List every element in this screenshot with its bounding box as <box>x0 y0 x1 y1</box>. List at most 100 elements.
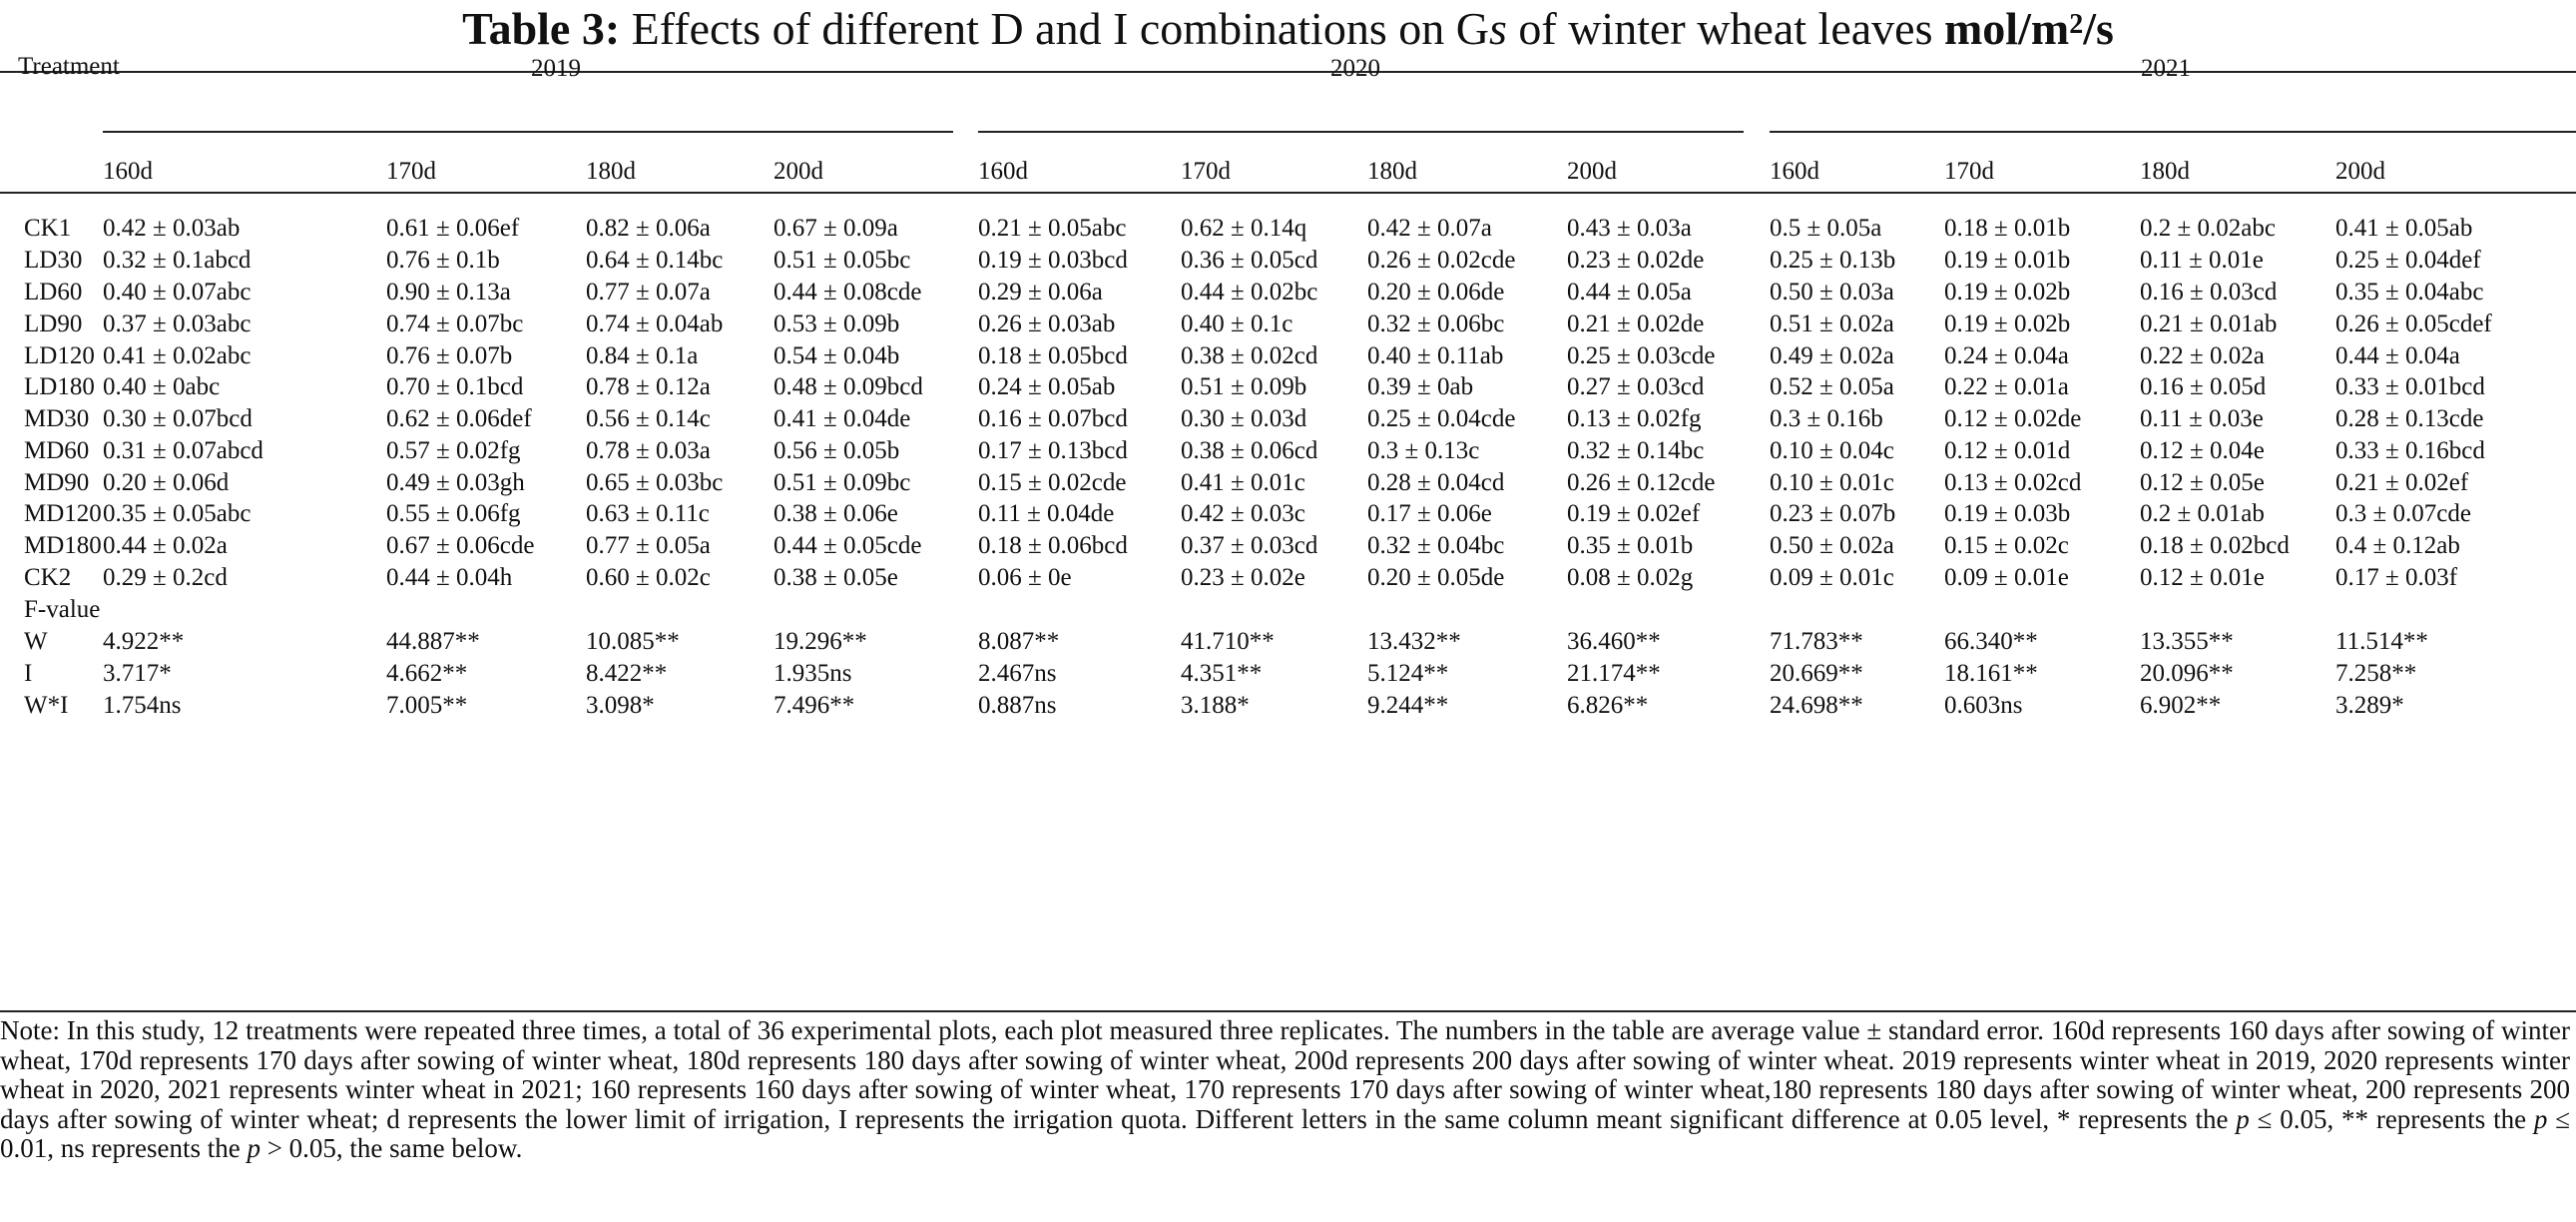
table-cell: 0.30 ± 0.03d <box>1181 405 1307 432</box>
table-cell: 19.296** <box>773 628 867 655</box>
table-cell: 0.44 ± 0.04h <box>386 564 513 591</box>
table-cell: 0.51 ± 0.09b <box>1181 373 1307 400</box>
table-cell: 0.65 ± 0.03bc <box>586 469 724 496</box>
table-cell: 0.40 ± 0.1c <box>1181 310 1293 337</box>
table-cell: 0.17 ± 0.06e <box>1367 500 1492 527</box>
table-cell: 0.06 ± 0e <box>978 564 1072 591</box>
table-cell: 0.15 ± 0.02c <box>1944 532 2069 559</box>
table-cell: 0.50 ± 0.03a <box>1770 279 1894 306</box>
day-header: 170d <box>1944 158 1994 185</box>
table-cell: 21.174** <box>1567 660 1661 687</box>
table-cell: 0.40 ± 0abc <box>103 373 221 400</box>
table-cell: 0.77 ± 0.05a <box>586 532 711 559</box>
table-cell: 0.19 ± 0.02b <box>1944 279 2071 306</box>
table-cell: 0.41 ± 0.02abc <box>103 342 252 369</box>
table-cell: 0.29 ± 0.06a <box>978 279 1103 306</box>
table-cell: 0.52 ± 0.05a <box>1770 373 1894 400</box>
table-cell: 7.005** <box>386 692 468 719</box>
table-cell: 0.26 ± 0.05cdef <box>2335 310 2492 337</box>
table-cell: 0.32 ± 0.1abcd <box>103 247 252 274</box>
table-cell: 0.19 ± 0.01b <box>1944 247 2071 274</box>
table-cell: 0.603ns <box>1944 692 2023 719</box>
table-cell: 0.64 ± 0.14bc <box>586 247 724 274</box>
table-cell: 0.67 ± 0.09a <box>773 215 898 242</box>
table-cell: 0.19 ± 0.03b <box>1944 500 2071 527</box>
table-cell: 7.496** <box>773 692 855 719</box>
table-cell: 0.30 ± 0.07bcd <box>103 405 253 432</box>
table-cell: 0.11 ± 0.03e <box>2140 405 2264 432</box>
table-cell: 0.23 ± 0.02de <box>1567 247 1705 274</box>
table-cell: 0.25 ± 0.03cde <box>1567 342 1716 369</box>
row-label: MD90 <box>24 469 90 496</box>
table-cell: 0.26 ± 0.02cde <box>1367 247 1516 274</box>
table-cell: 0.39 ± 0ab <box>1367 373 1474 400</box>
table-cell: 18.161** <box>1944 660 2038 687</box>
year-header-2021: 2021 <box>2141 55 2191 82</box>
table-cell: 0.74 ± 0.07bc <box>386 310 524 337</box>
table-label: Table 3: <box>462 3 621 54</box>
table-cell: 0.12 ± 0.02de <box>1944 405 2082 432</box>
table-cell: 0.21 ± 0.01ab <box>2140 310 2278 337</box>
table-cell: 6.902** <box>2140 692 2222 719</box>
table-cell: 0.44 ± 0.02a <box>103 532 228 559</box>
table-cell: 10.085** <box>586 628 680 655</box>
table-cell: 0.887ns <box>978 692 1057 719</box>
table-cell: 0.25 ± 0.04def <box>2335 247 2481 274</box>
table-cell: 0.62 ± 0.06def <box>386 405 532 432</box>
row-label: LD180 <box>24 373 95 400</box>
treatment-header: Treatment <box>18 53 120 80</box>
row-label: LD90 <box>24 310 83 337</box>
table-cell: 0.13 ± 0.02cd <box>1944 469 2082 496</box>
table-cell: 0.33 ± 0.16bcd <box>2335 437 2485 464</box>
table-cell: 20.669** <box>1770 660 1863 687</box>
table-cell: 0.37 ± 0.03abc <box>103 310 252 337</box>
table-cell: 0.20 ± 0.06d <box>103 469 230 496</box>
table-cell: 0.43 ± 0.03a <box>1567 215 1692 242</box>
table-cell: 3.717* <box>103 660 172 687</box>
table-cell: 0.41 ± 0.01c <box>1181 469 1305 496</box>
header-bottom-rule <box>0 192 2576 194</box>
table-cell: 9.244** <box>1367 692 1449 719</box>
table-cell: 0.56 ± 0.14c <box>586 405 711 432</box>
table-note: Note: In this study, 12 treatments were … <box>0 1015 2571 1163</box>
table-cell: 4.922** <box>103 628 185 655</box>
table-cell: 13.355** <box>2140 628 2234 655</box>
table-cell: 0.38 ± 0.06e <box>773 500 898 527</box>
table-cell: 0.19 ± 0.02b <box>1944 310 2071 337</box>
table-cell: 0.16 ± 0.07bcd <box>978 405 1128 432</box>
table-cell: 0.35 ± 0.01b <box>1567 532 1694 559</box>
title-text-2: of winter wheat leaves <box>1518 3 1933 54</box>
table-cell: 0.2 ± 0.02abc <box>2140 215 2276 242</box>
table-cell: 6.826** <box>1567 692 1649 719</box>
table-cell: 0.55 ± 0.06fg <box>386 500 521 527</box>
table-cell: 5.124** <box>1367 660 1449 687</box>
row-label: I <box>24 660 33 687</box>
table-cell: 0.40 ± 0.11ab <box>1367 342 1504 369</box>
year-header-2019: 2019 <box>531 55 581 82</box>
table-cell: 0.51 ± 0.09bc <box>773 469 911 496</box>
table-cell: 0.74 ± 0.04ab <box>586 310 724 337</box>
table-cell: 0.23 ± 0.02e <box>1181 564 1305 591</box>
table-cell: 0.42 ± 0.03ab <box>103 215 241 242</box>
table-cell: 0.36 ± 0.05cd <box>1181 247 1318 274</box>
table-cell: 0.54 ± 0.04b <box>773 342 900 369</box>
table-cell: 0.12 ± 0.05e <box>2140 469 2265 496</box>
table-cell: 0.26 ± 0.12cde <box>1567 469 1716 496</box>
table-cell: 0.5 ± 0.05a <box>1770 215 1882 242</box>
row-label: F-value <box>24 596 101 623</box>
table-cell: 0.51 ± 0.02a <box>1770 310 1894 337</box>
table-cell: 8.087** <box>978 628 1060 655</box>
table-cell: 0.16 ± 0.03cd <box>2140 279 2278 306</box>
table-cell: 0.19 ± 0.03bcd <box>978 247 1128 274</box>
table-cell: 0.78 ± 0.12a <box>586 373 711 400</box>
table-cell: 0.42 ± 0.07a <box>1367 215 1492 242</box>
table-cell: 0.3 ± 0.07cde <box>2335 500 2471 527</box>
table-cell: 0.16 ± 0.05d <box>2140 373 2267 400</box>
table-cell: 1.935ns <box>773 660 852 687</box>
day-header: 180d <box>586 158 636 185</box>
day-header: 180d <box>1367 158 1417 185</box>
table-cell: 0.53 ± 0.09b <box>773 310 900 337</box>
day-header: 200d <box>773 158 823 185</box>
table-cell: 0.38 ± 0.05e <box>773 564 898 591</box>
table-cell: 0.24 ± 0.04a <box>1944 342 2069 369</box>
